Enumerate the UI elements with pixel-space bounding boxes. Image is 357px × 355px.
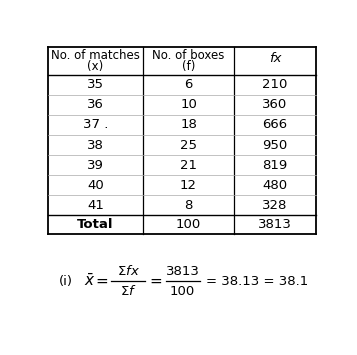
Text: 480: 480	[262, 179, 287, 192]
Text: 21: 21	[180, 159, 197, 171]
Text: 819: 819	[262, 159, 288, 171]
Text: No. of boxes: No. of boxes	[152, 49, 225, 62]
Text: $\bar{x}$: $\bar{x}$	[84, 273, 95, 289]
Text: 360: 360	[262, 98, 288, 111]
Text: 39: 39	[87, 159, 104, 171]
Text: 38: 38	[87, 138, 104, 152]
Text: 100: 100	[170, 285, 195, 298]
Text: 25: 25	[180, 138, 197, 152]
Text: (f): (f)	[182, 60, 195, 72]
Text: 10: 10	[180, 98, 197, 111]
Text: 3813: 3813	[166, 265, 200, 278]
Text: 3813: 3813	[258, 218, 292, 231]
Text: $\Sigma fx$: $\Sigma fx$	[117, 264, 140, 278]
Text: 210: 210	[262, 78, 288, 92]
Text: 12: 12	[180, 179, 197, 192]
Text: 18: 18	[180, 119, 197, 131]
Text: 35: 35	[87, 78, 104, 92]
Text: Total: Total	[77, 218, 114, 231]
Text: =: =	[150, 274, 162, 289]
Text: $\Sigma f$: $\Sigma f$	[120, 284, 137, 298]
Text: (i): (i)	[59, 275, 72, 288]
Text: = 38.13 = 38.1: = 38.13 = 38.1	[206, 275, 308, 288]
Text: No. of matches: No. of matches	[51, 49, 140, 62]
Text: 328: 328	[262, 198, 288, 212]
Text: 41: 41	[87, 198, 104, 212]
Text: 37 .: 37 .	[82, 119, 108, 131]
Text: (x): (x)	[87, 60, 104, 72]
Text: =: =	[96, 274, 109, 289]
Text: 8: 8	[184, 198, 193, 212]
Text: 40: 40	[87, 179, 104, 192]
Text: 6: 6	[184, 78, 193, 92]
Text: fx: fx	[269, 52, 281, 65]
Text: 666: 666	[262, 119, 287, 131]
Text: 950: 950	[262, 138, 288, 152]
Text: 100: 100	[176, 218, 201, 231]
Text: 36: 36	[87, 98, 104, 111]
